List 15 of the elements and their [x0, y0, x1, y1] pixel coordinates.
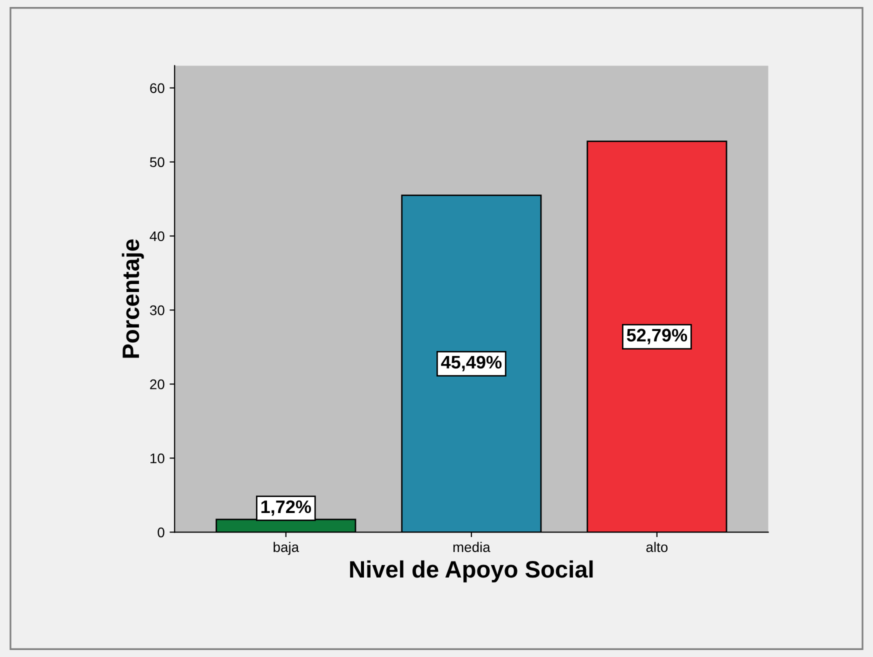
y-tick-label: 50 [150, 157, 164, 168]
x-axis-title: Nivel de Apoyo Social [350, 560, 593, 582]
y-tick-label: 30 [150, 305, 164, 316]
y-tick-label: 20 [150, 379, 164, 390]
y-axis-title: Porcentaje [122, 239, 144, 358]
x-tick-label: media [453, 542, 490, 552]
data-label: 52,79% [626, 328, 688, 344]
data-label: 45,49% [441, 356, 502, 372]
x-tick-label: baja [274, 542, 300, 555]
x-tick-label: alto [646, 542, 668, 552]
y-tick-label: 0 [158, 528, 164, 538]
y-tick-label: 40 [150, 231, 164, 242]
y-tick-label: 60 [150, 83, 164, 94]
data-label: 1,72% [261, 500, 312, 516]
y-tick-label: 10 [150, 453, 164, 464]
